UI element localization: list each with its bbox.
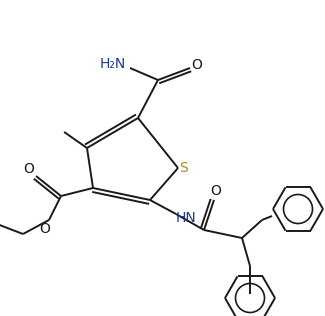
Text: S: S bbox=[179, 161, 188, 175]
Text: O: O bbox=[211, 184, 221, 198]
Text: O: O bbox=[40, 222, 50, 236]
Text: HN: HN bbox=[176, 211, 196, 225]
Text: O: O bbox=[191, 58, 202, 72]
Text: O: O bbox=[23, 162, 34, 176]
Text: H₂N: H₂N bbox=[100, 57, 126, 71]
